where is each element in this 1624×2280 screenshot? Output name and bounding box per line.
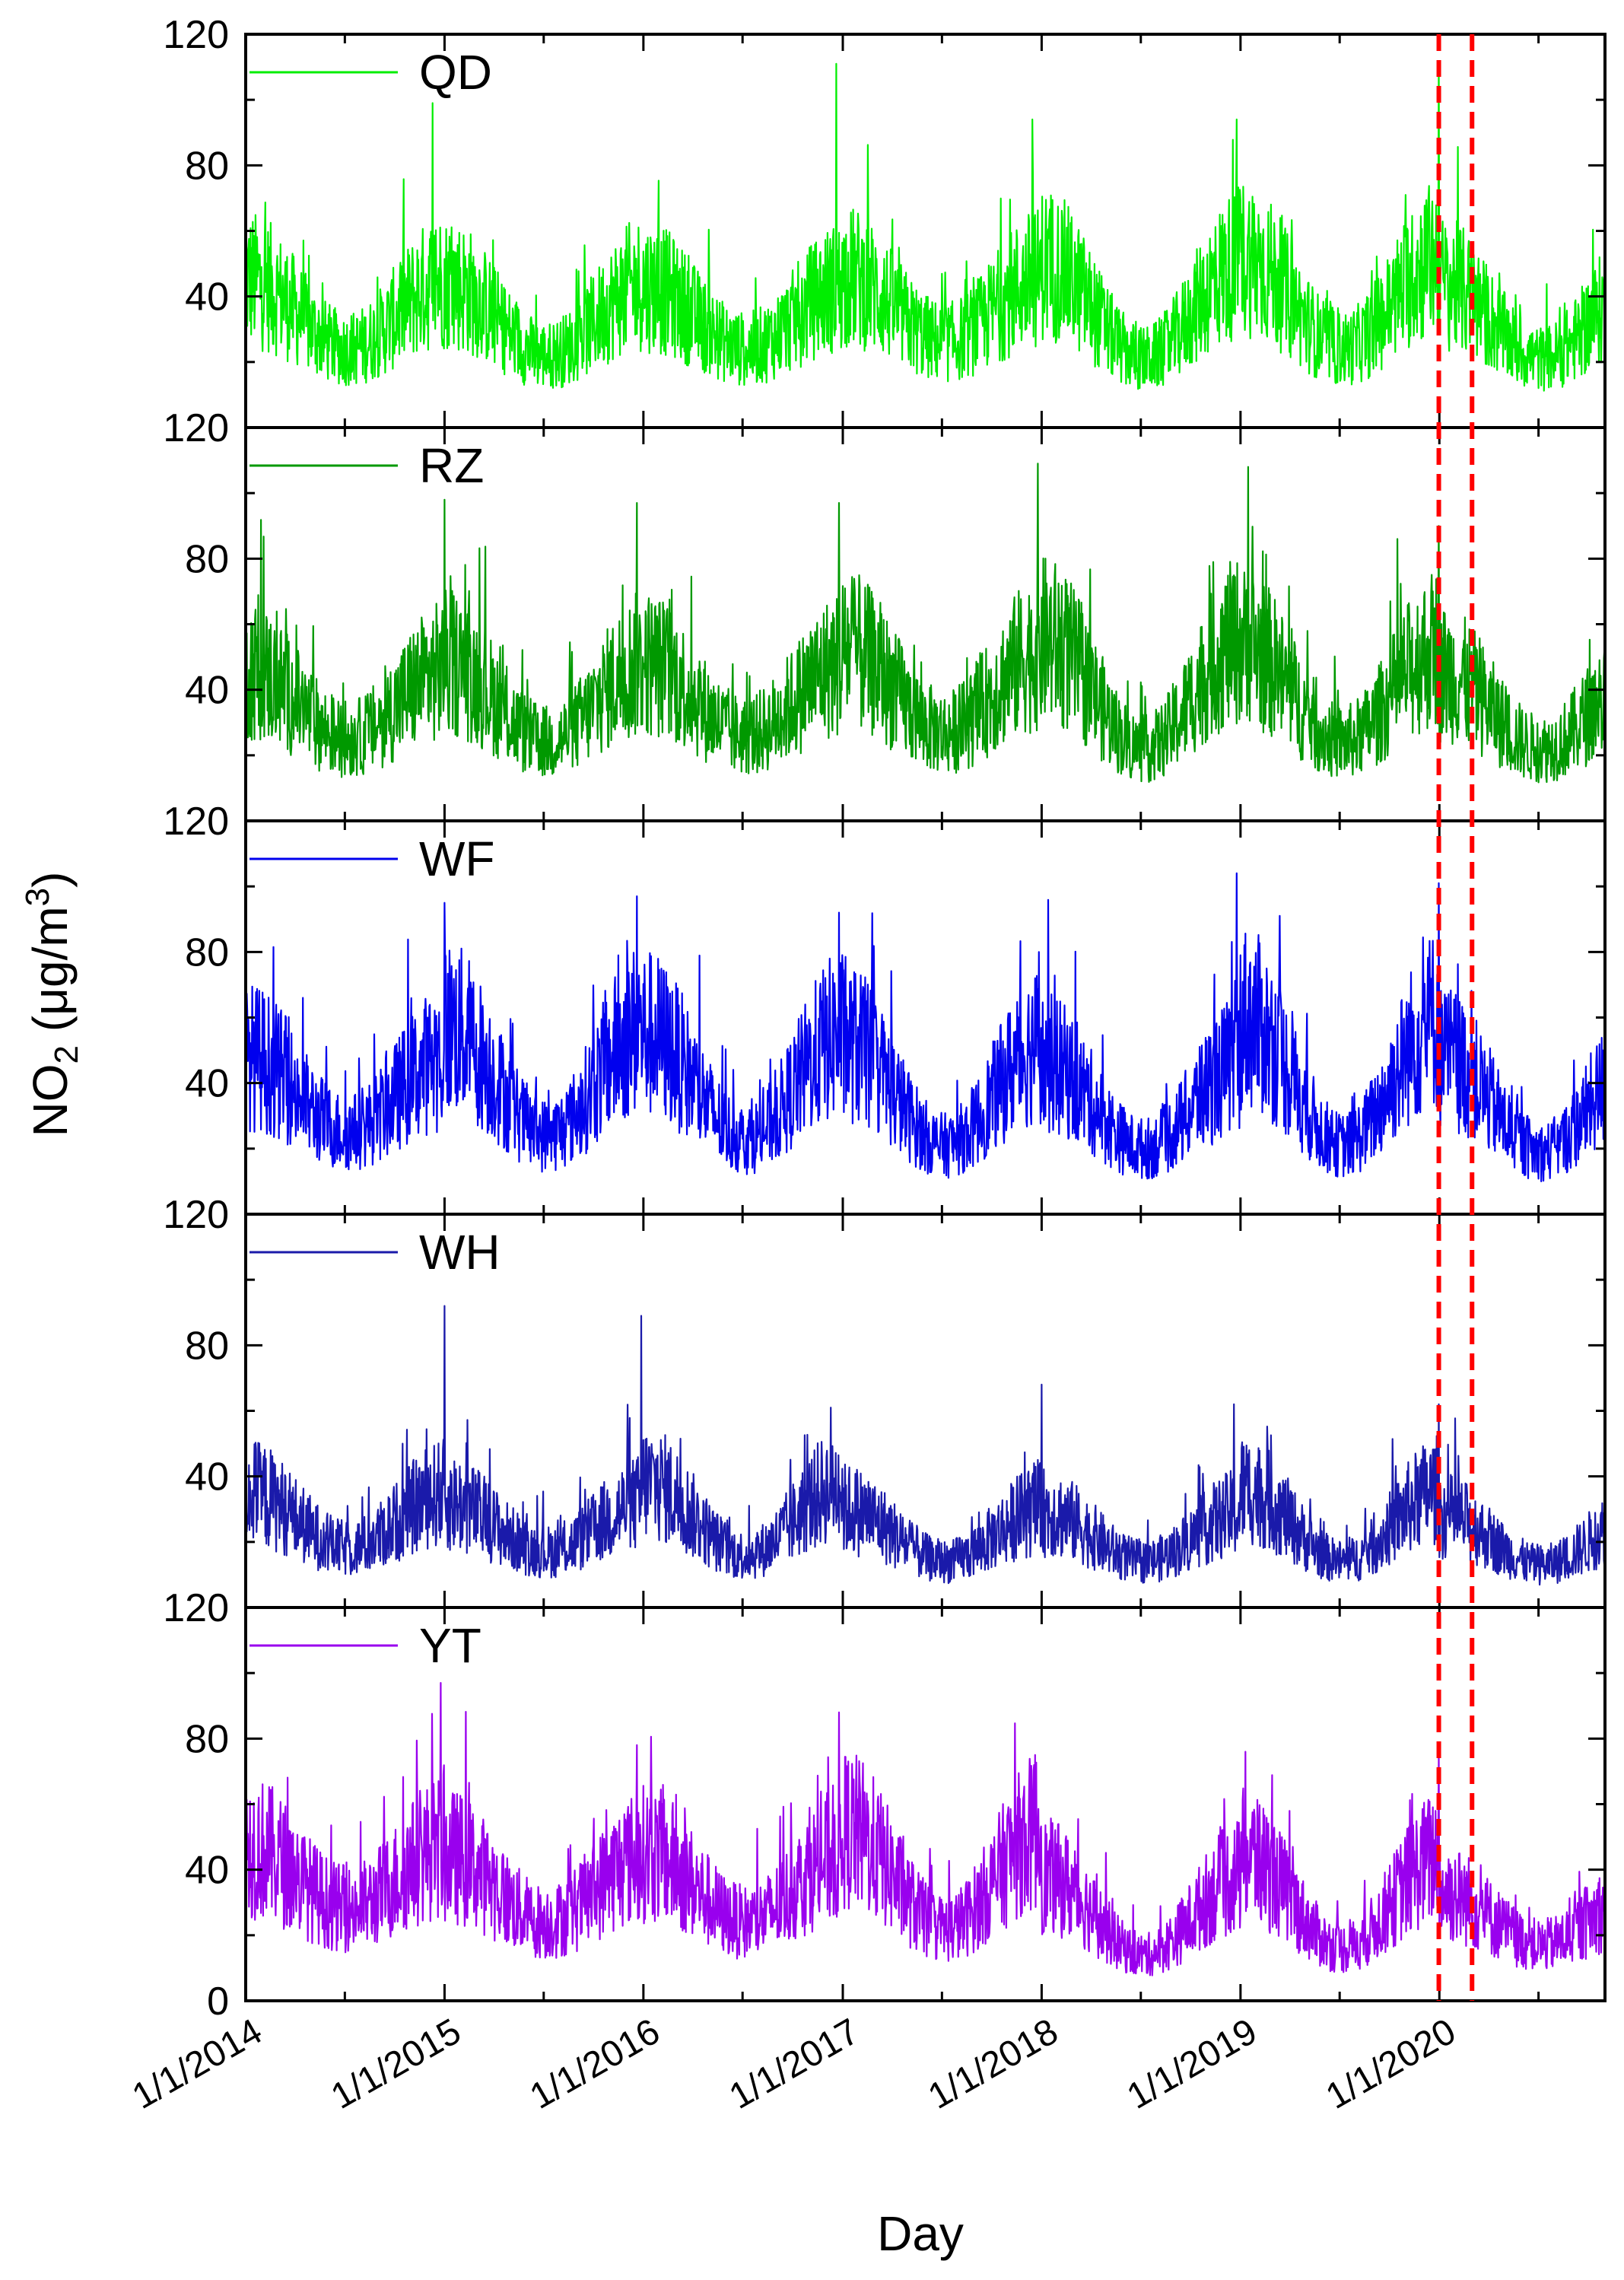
panel-yt: 80 40 0 YT [185,1606,1607,2024]
legend-label-qd: QD [419,45,492,100]
y-axis-title-unit: (μg/m [23,906,78,1045]
x-tick-label: 1/1/2020 [1319,2011,1462,2117]
y-axis-title: NO2 (μg/m3) [19,872,85,1137]
reference-lines [1436,34,1475,2001]
x-tick-label: 1/1/2019 [1120,2011,1263,2117]
series-line-wh [244,1305,1607,1586]
x-axis: 1/1/2014 1/1/2015 1/1/2016 1/1/2017 1/1/2018… [126,2011,1463,2117]
y-tick-label: 40 [185,669,229,713]
series-line-yt [244,1682,1607,1976]
y-tick-label: 0 [207,1979,229,2024]
panel-wh: 80 40 120 WH [163,1213,1607,1630]
panel-rz: 80 40 120 RZ [163,426,1607,844]
y-tick-label: 80 [185,930,229,975]
y-tick-label: 40 [185,1455,229,1499]
y-tick-label: 120 [163,1586,229,1630]
y-tick-label: 120 [163,1193,229,1237]
panels: 1208040120QD8040120RZ8040120WF8040120WH8… [163,13,1607,2024]
y-axis-title-close: ) [23,872,78,888]
series-line-qd [244,62,1607,392]
legend-label-yt: YT [419,1618,481,1673]
y-tick-label: 40 [185,275,229,320]
x-tick-label: 1/1/2017 [723,2011,866,2117]
y-tick-label: 80 [185,1717,229,1761]
y-axis-title-main: NO [23,1064,78,1137]
y-axis-title-sub: 2 [48,1045,85,1064]
legend-label-wh: WH [419,1225,501,1280]
y-tick-label: 120 [163,800,229,844]
y-tick-label: 40 [185,1849,229,1893]
x-tick-label: 1/1/2015 [325,2011,468,2117]
panel-wf: 80 40 120 WF [163,819,1607,1237]
x-tick-label: 1/1/2016 [523,2011,666,2117]
y-tick-label: 120 [163,406,229,450]
series-line-wf [244,872,1607,1182]
y-tick-label: 80 [185,1324,229,1368]
legend-label-wf: WF [419,832,495,886]
y-tick-label: 40 [185,1062,229,1106]
panel-qd: 120 80 40 120 QD [163,13,1607,450]
y-tick-label: 120 [163,13,229,57]
series-line-rz [244,463,1607,784]
y-tick-label: 80 [185,144,229,188]
x-tick-label: 1/1/2014 [126,2011,269,2117]
legend-label-rz: RZ [419,438,484,493]
x-axis-title: Day [877,2206,964,2261]
y-tick-label: 80 [185,537,229,581]
y-axis-title-sup: 3 [19,888,56,906]
x-tick-label: 1/1/2018 [922,2011,1065,2117]
